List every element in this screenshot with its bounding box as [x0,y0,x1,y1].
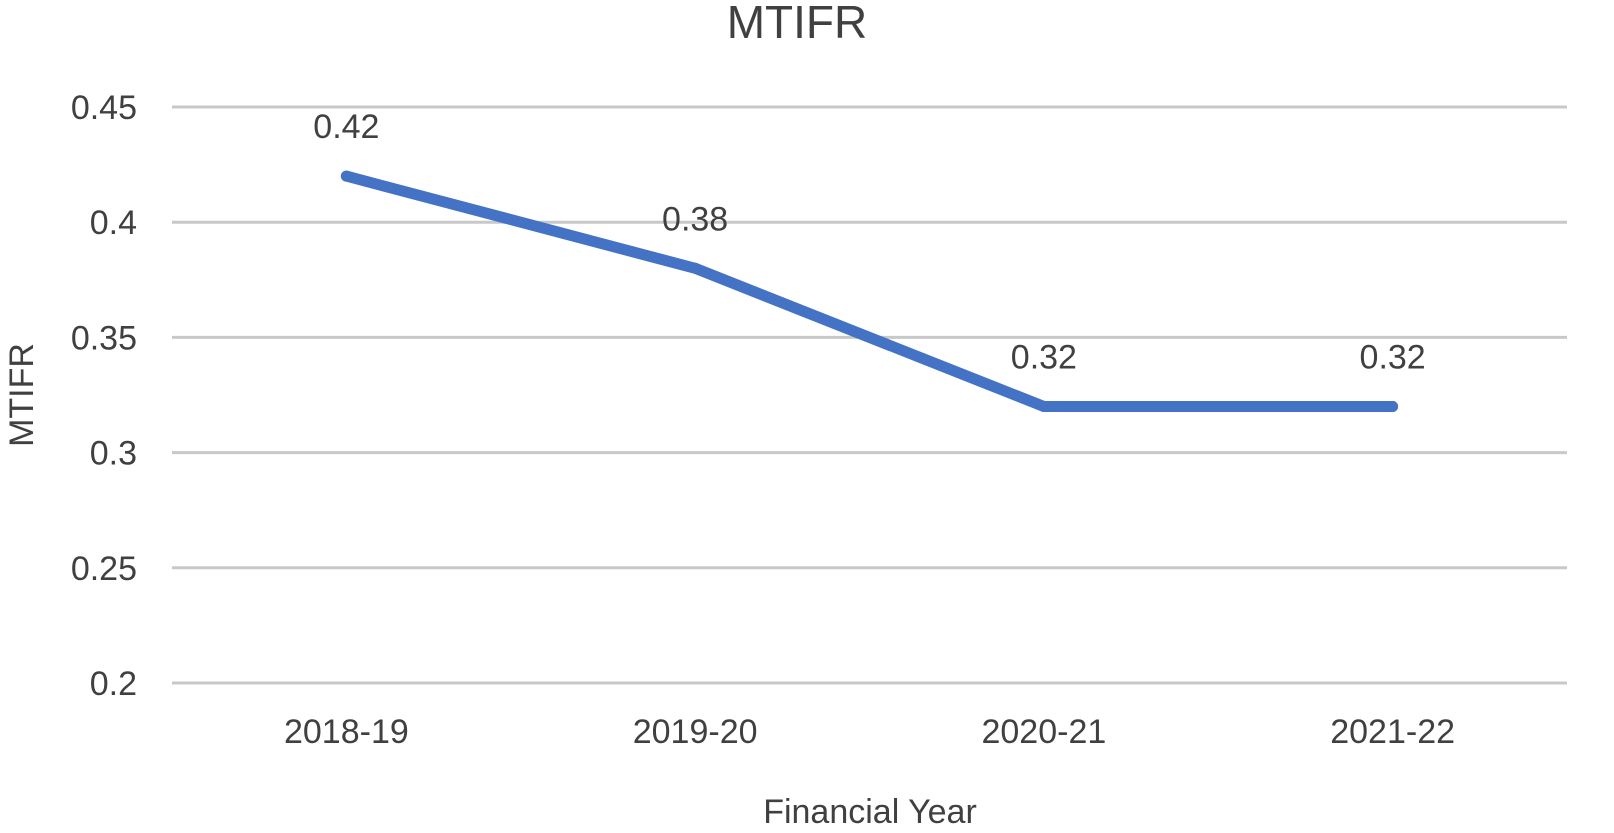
y-tick-label: 0.2 [90,665,137,703]
data-point [1038,401,1050,413]
data-point [340,170,352,182]
y-tick-label: 0.25 [71,550,137,588]
y-tick-label: 0.4 [90,204,137,242]
y-tick-label: 0.35 [71,319,137,357]
data-label: 0.32 [1011,339,1077,377]
y-tick-label: 0.45 [71,89,137,127]
series-line [340,170,1399,413]
data-point [689,262,701,274]
y-tick-label: 0.3 [90,435,137,473]
chart-title: MTIFR [727,0,868,48]
data-label: 0.42 [313,108,379,146]
x-tick-label: 2021-22 [1330,713,1455,751]
series-layer [340,170,1399,413]
data-point [1387,401,1399,413]
x-axis-label: Financial Year [763,793,977,831]
x-tick-label: 2019-20 [633,713,758,751]
x-tick-label: 2020-21 [981,713,1106,751]
data-label: 0.32 [1360,339,1426,377]
grid-layer [172,105,1567,685]
x-axis-ticks: 2018-19 2019-20 2020-21 2021-22 [284,713,1455,751]
y-axis-label: MTIFR [3,343,41,447]
data-labels: 0.42 0.38 0.32 0.32 [313,108,1425,376]
y-axis-ticks: 0.2 0.25 0.3 0.35 0.4 0.45 [71,89,137,703]
x-tick-label: 2018-19 [284,713,409,751]
data-label: 0.38 [662,200,728,238]
